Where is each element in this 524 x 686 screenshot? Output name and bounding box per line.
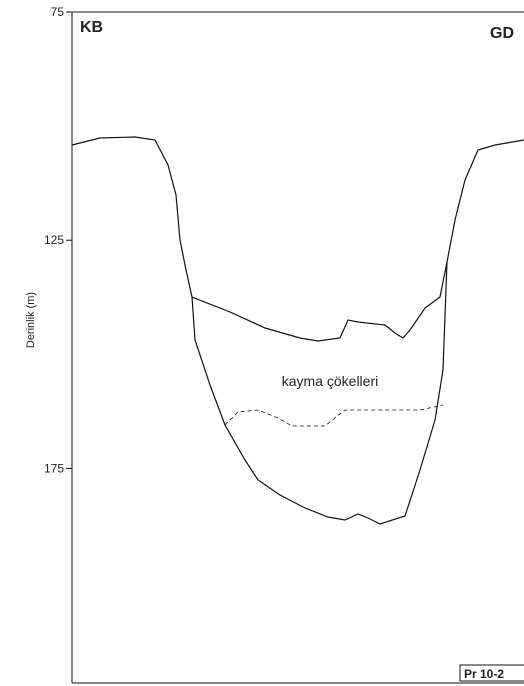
diagram: KB GD Derinlik (m) kayma çökelleri Pr 10… — [0, 0, 524, 686]
y-tick-label: 75 — [51, 5, 65, 19]
deposit-label: kayma çökelleri — [282, 373, 378, 389]
y-tick-label: 175 — [44, 461, 64, 475]
background — [0, 0, 524, 686]
right-label: GD — [490, 25, 514, 42]
left-label: KB — [80, 19, 103, 36]
axis-label: Derinlik (m) — [25, 292, 37, 348]
profile-label: Pr 10-2 — [464, 667, 504, 681]
y-tick-label: 125 — [44, 233, 64, 247]
